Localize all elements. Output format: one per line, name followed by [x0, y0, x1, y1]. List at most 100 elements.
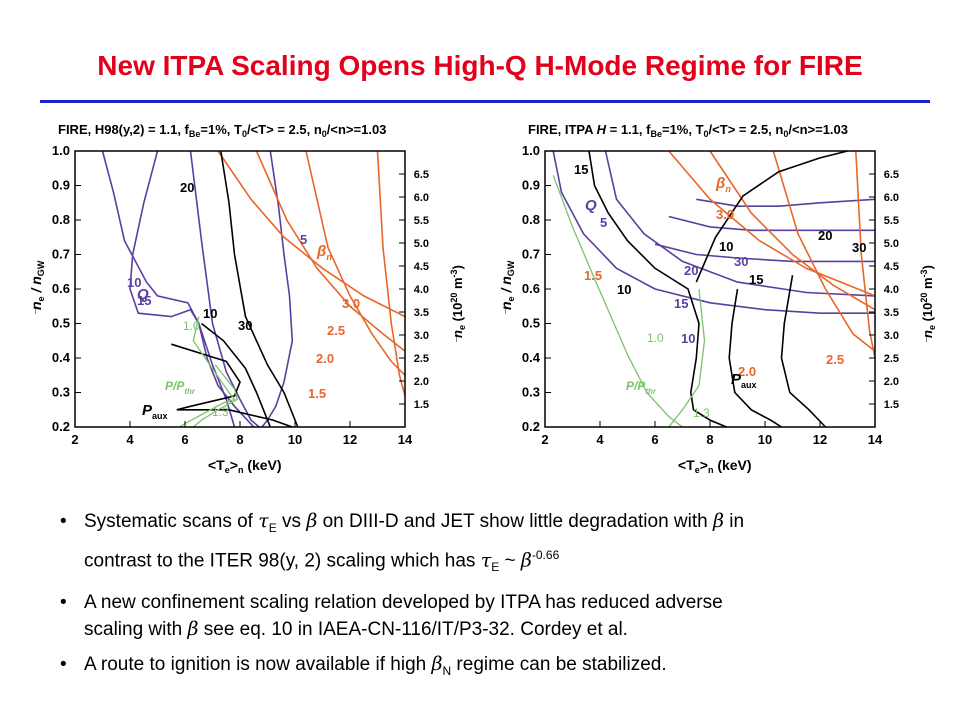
paux-contour-30-10 [171, 343, 293, 428]
q-contour-5-3 [261, 150, 294, 428]
svg-text:_: _ [914, 335, 928, 343]
y2-tick-label: 6.5 [414, 169, 429, 181]
svg-text:_: _ [500, 307, 507, 315]
y-tick-label: 0.5 [52, 316, 70, 331]
ppthr-10-label: 1.0 [183, 319, 200, 333]
contour-lines [552, 150, 876, 428]
x-axis-label: <Te>n (keV) [678, 457, 752, 475]
q20-label: 20 [684, 263, 698, 278]
x-tick-label: 8 [236, 432, 243, 447]
axes: 2 4 6 8 10 12 14 1.0 0.9 0.8 0.7 0.6 0.5 0.4 0.3 0.2 6.5… [522, 143, 899, 447]
y-tick-label: 1.0 [52, 143, 70, 158]
ppthr-label: P/Pthr [626, 379, 657, 396]
q15-label: 15 [674, 296, 688, 311]
paux-label: Paux [142, 402, 168, 421]
x-tick-label: 14 [398, 432, 413, 447]
bullet-1: • Systematic scans of τE vs β on DIII-D … [60, 510, 745, 574]
contour-lines [101, 150, 406, 428]
y-tick-label: 0.3 [522, 385, 540, 400]
y2-tick-label: 4.0 [884, 284, 899, 296]
chart-itpa-svg: FIRE, ITPA H = 1.1, fBe=1%, T0/<T> = 2.5… [493, 122, 937, 475]
ppthr-label: P/Pthr [165, 379, 196, 396]
q-contour-15-2 [654, 243, 875, 263]
y2-tick-label: 2.5 [884, 353, 899, 365]
betan-contour-3-5 [668, 150, 876, 297]
x-tick-label: 10 [758, 432, 772, 447]
y2-tick-label: 3.0 [414, 330, 429, 342]
betan-15-label: 1.5 [308, 386, 326, 401]
x-tick-label: 14 [868, 432, 883, 447]
q-contour-5-0 [552, 150, 875, 314]
q-label: Q [137, 286, 149, 303]
betan-15-label: 1.5 [584, 268, 602, 283]
betan-20-label: 2.0 [738, 364, 756, 379]
y2-tick-label: 3.5 [884, 307, 899, 319]
betan-20-label: 2.0 [316, 351, 334, 366]
x-tick-label: 10 [288, 432, 302, 447]
paux-20-label: 20 [818, 228, 832, 243]
bullet-dot: • [60, 511, 67, 532]
y-tick-label: 0.3 [52, 385, 70, 400]
x-tick-label: 4 [596, 432, 604, 447]
x-axis-label: <Te>n (keV) [208, 457, 282, 475]
q10-label: 10 [127, 275, 141, 290]
y-tick-label: 0.6 [522, 281, 540, 296]
chart-h98-svg: FIRE, H98(y,2) = 1.1, fBe=1%, T0/<T> = 2… [23, 122, 467, 475]
y-tick-label: 0.5 [522, 316, 540, 331]
y-tick-label: 0.4 [522, 350, 541, 365]
paux-contour-10-9 [201, 322, 272, 428]
betan-30-label: 3.0 [342, 296, 360, 311]
y2-tick-label: 4.5 [414, 261, 429, 273]
bullet-3: • A route to ignition is now available i… [60, 652, 667, 678]
y2-tick-label: 2.5 [414, 353, 429, 365]
paux-contour-20-8 [220, 150, 299, 428]
q-contour-15-2 [129, 150, 255, 428]
x-tick-label: 12 [813, 432, 827, 447]
q-contour-20-3 [668, 215, 875, 232]
q-contour-10-1 [189, 150, 260, 428]
svg-text:ne / nGW: ne / nGW [500, 260, 516, 310]
betan-label: βn [316, 243, 332, 262]
q-contour-5-0 [101, 150, 236, 428]
y2-tick-label: 5.0 [414, 238, 429, 250]
ppthr-contour-1-13 [552, 174, 683, 428]
paux-20-label: 20 [180, 180, 194, 195]
svg-text:_: _ [30, 307, 37, 315]
title-underline [40, 100, 930, 103]
betan-contour-1-5-7 [376, 150, 406, 397]
y-tick-label: 0.2 [52, 419, 70, 434]
paux-30-label: 30 [852, 240, 866, 255]
paux-15-label: 15 [574, 162, 588, 177]
y-tick-label: 0.2 [522, 419, 540, 434]
q-contour-10-1 [604, 150, 876, 297]
paux-contour-15-9 [695, 150, 848, 283]
bullet-dot: • [60, 653, 67, 675]
x-tick-label: 8 [706, 432, 713, 447]
contour-labels: Q 5 10 15 βn 3.0 2.5 2.0 1.5 20 10 30 Pa… [127, 180, 360, 421]
paux-contour-10-10 [588, 150, 727, 428]
y-axis-label: _ ne / nGW [23, 260, 46, 315]
paux-label: Paux [731, 371, 757, 390]
bullet-list: • Systematic scans of τE vs β on DIII-D … [56, 508, 926, 693]
betan-contour-2-7 [772, 150, 876, 352]
betan-contour-1-5-8 [855, 150, 876, 359]
q-contour-30-4 [696, 198, 876, 207]
bullet-dot: • [60, 591, 67, 613]
q-label: Q [585, 197, 597, 214]
chart-title: FIRE, H98(y,2) = 1.1, fBe=1%, T0/<T> = 2… [58, 122, 386, 139]
y-axis-label: _ ne / nGW [493, 260, 516, 315]
y2-tick-label: 6.0 [884, 192, 899, 204]
svg-text:ne (1020 m-3): ne (1020 m-3) [449, 265, 467, 338]
paux-10b-label: 10 [719, 239, 733, 254]
y-tick-label: 1.0 [522, 143, 540, 158]
y2-tick-label: 4.5 [884, 261, 899, 273]
bullet-2: • A new confinement scaling relation dev… [56, 589, 926, 643]
q30-label: 30 [734, 254, 748, 269]
contour-labels: Q 5 10 15 20 30 βn 3.0 2.5 2.0 1.5 15 10… [574, 162, 866, 420]
betan-contour-2-6 [305, 150, 406, 376]
y2-tick-label: 3.0 [884, 330, 899, 342]
y2-tick-label: 6.5 [884, 169, 899, 181]
svg-text:ne (1020 m-3): ne (1020 m-3) [919, 265, 937, 338]
betan-label: βn [715, 175, 731, 194]
y2-tick-label: 5.5 [884, 215, 899, 227]
